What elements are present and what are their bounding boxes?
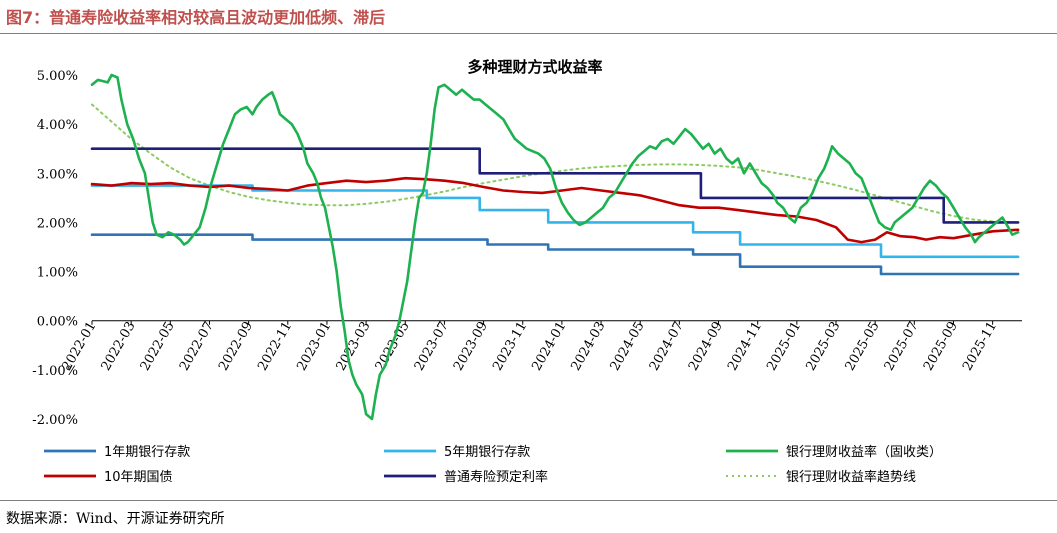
x-tick-label: 2025-07: [882, 319, 922, 373]
x-tick-label: 2023-07: [412, 319, 452, 373]
x-tick-label: 2023-09: [451, 319, 491, 373]
x-tick-label: 2022-03: [99, 319, 139, 373]
x-tick-label: 2022-07: [177, 319, 217, 373]
x-tick-label: 2022-09: [216, 319, 256, 373]
top-rule: [0, 33, 1057, 34]
x-tick-label: 2023-01: [294, 319, 334, 373]
chart-axes: 5.00% 4.00% 3.00% 2.00% 1.00% 0.00% -1.00% -2.0…: [32, 69, 1022, 428]
figure-title: 图7：普通寿险收益率相对较高且波动更加低频、滞后: [6, 8, 386, 27]
bottom-rule: [0, 500, 1057, 501]
series-line-2: [90, 73, 1020, 421]
legend-label: 银行理财收益率趋势线: [786, 469, 916, 485]
x-tick-label: 2024-01: [529, 319, 569, 373]
chart-legend: 1年期银行存款 5年期银行存款 银行理财收益率（固收类） 10年期国债 普通寿险预定利率…: [44, 444, 942, 485]
x-tick-label: 2024-09: [686, 319, 726, 373]
series-line-1: [90, 184, 1020, 259]
legend-label: 5年期银行存款: [444, 445, 530, 460]
series-line-0: [90, 233, 1020, 276]
y-tick-label: 0.00%: [37, 315, 78, 330]
chart-canvas: 多种理财方式收益率 5.00% 4.00% 3.00% 2.00% 1.00% 0.00%…: [32, 58, 1022, 485]
chart-plot-area: [90, 73, 1020, 421]
y-tick-label: 1.00%: [37, 266, 78, 281]
y-tick-label: 2.00%: [37, 216, 78, 231]
x-tick-label: 2024-07: [647, 319, 687, 373]
x-tick-label: 2025-11: [960, 319, 1000, 373]
y-tick-label: 5.00%: [37, 69, 78, 84]
x-tick-label: 2024-05: [608, 319, 648, 373]
y-tick-label: 4.00%: [37, 118, 78, 133]
series-line-3: [90, 176, 1020, 244]
series-line-4: [90, 147, 1020, 224]
y-tick-label: 3.00%: [37, 167, 78, 182]
chart-title: 多种理财方式收益率: [467, 58, 602, 76]
legend-label: 普通寿险预定利率: [444, 469, 548, 485]
x-tick-label: 2025-03: [803, 319, 843, 373]
x-tick-label: 2023-05: [373, 319, 413, 373]
x-tick-label: 2025-05: [843, 319, 883, 373]
x-tick-label: 2024-03: [569, 319, 609, 373]
x-tick-label: 2022-11: [255, 319, 295, 373]
x-tick-label: 2025-09: [921, 319, 961, 373]
legend-label: 1年期银行存款: [104, 445, 190, 460]
data-source: 数据来源：Wind、开源证券研究所: [6, 511, 225, 527]
x-tick-label: 2024-11: [725, 319, 765, 373]
x-tick-label: 2022-05: [138, 319, 178, 373]
x-tick-label: 2023-03: [334, 319, 374, 373]
x-tick-label: 2023-11: [490, 319, 530, 373]
legend-label: 10年期国债: [104, 470, 173, 485]
y-tick-label: -1.00%: [32, 364, 78, 379]
y-tick-label: -2.00%: [32, 413, 78, 428]
legend-label: 银行理财收益率（固收类）: [786, 444, 942, 460]
x-tick-label: 2025-01: [764, 319, 804, 373]
